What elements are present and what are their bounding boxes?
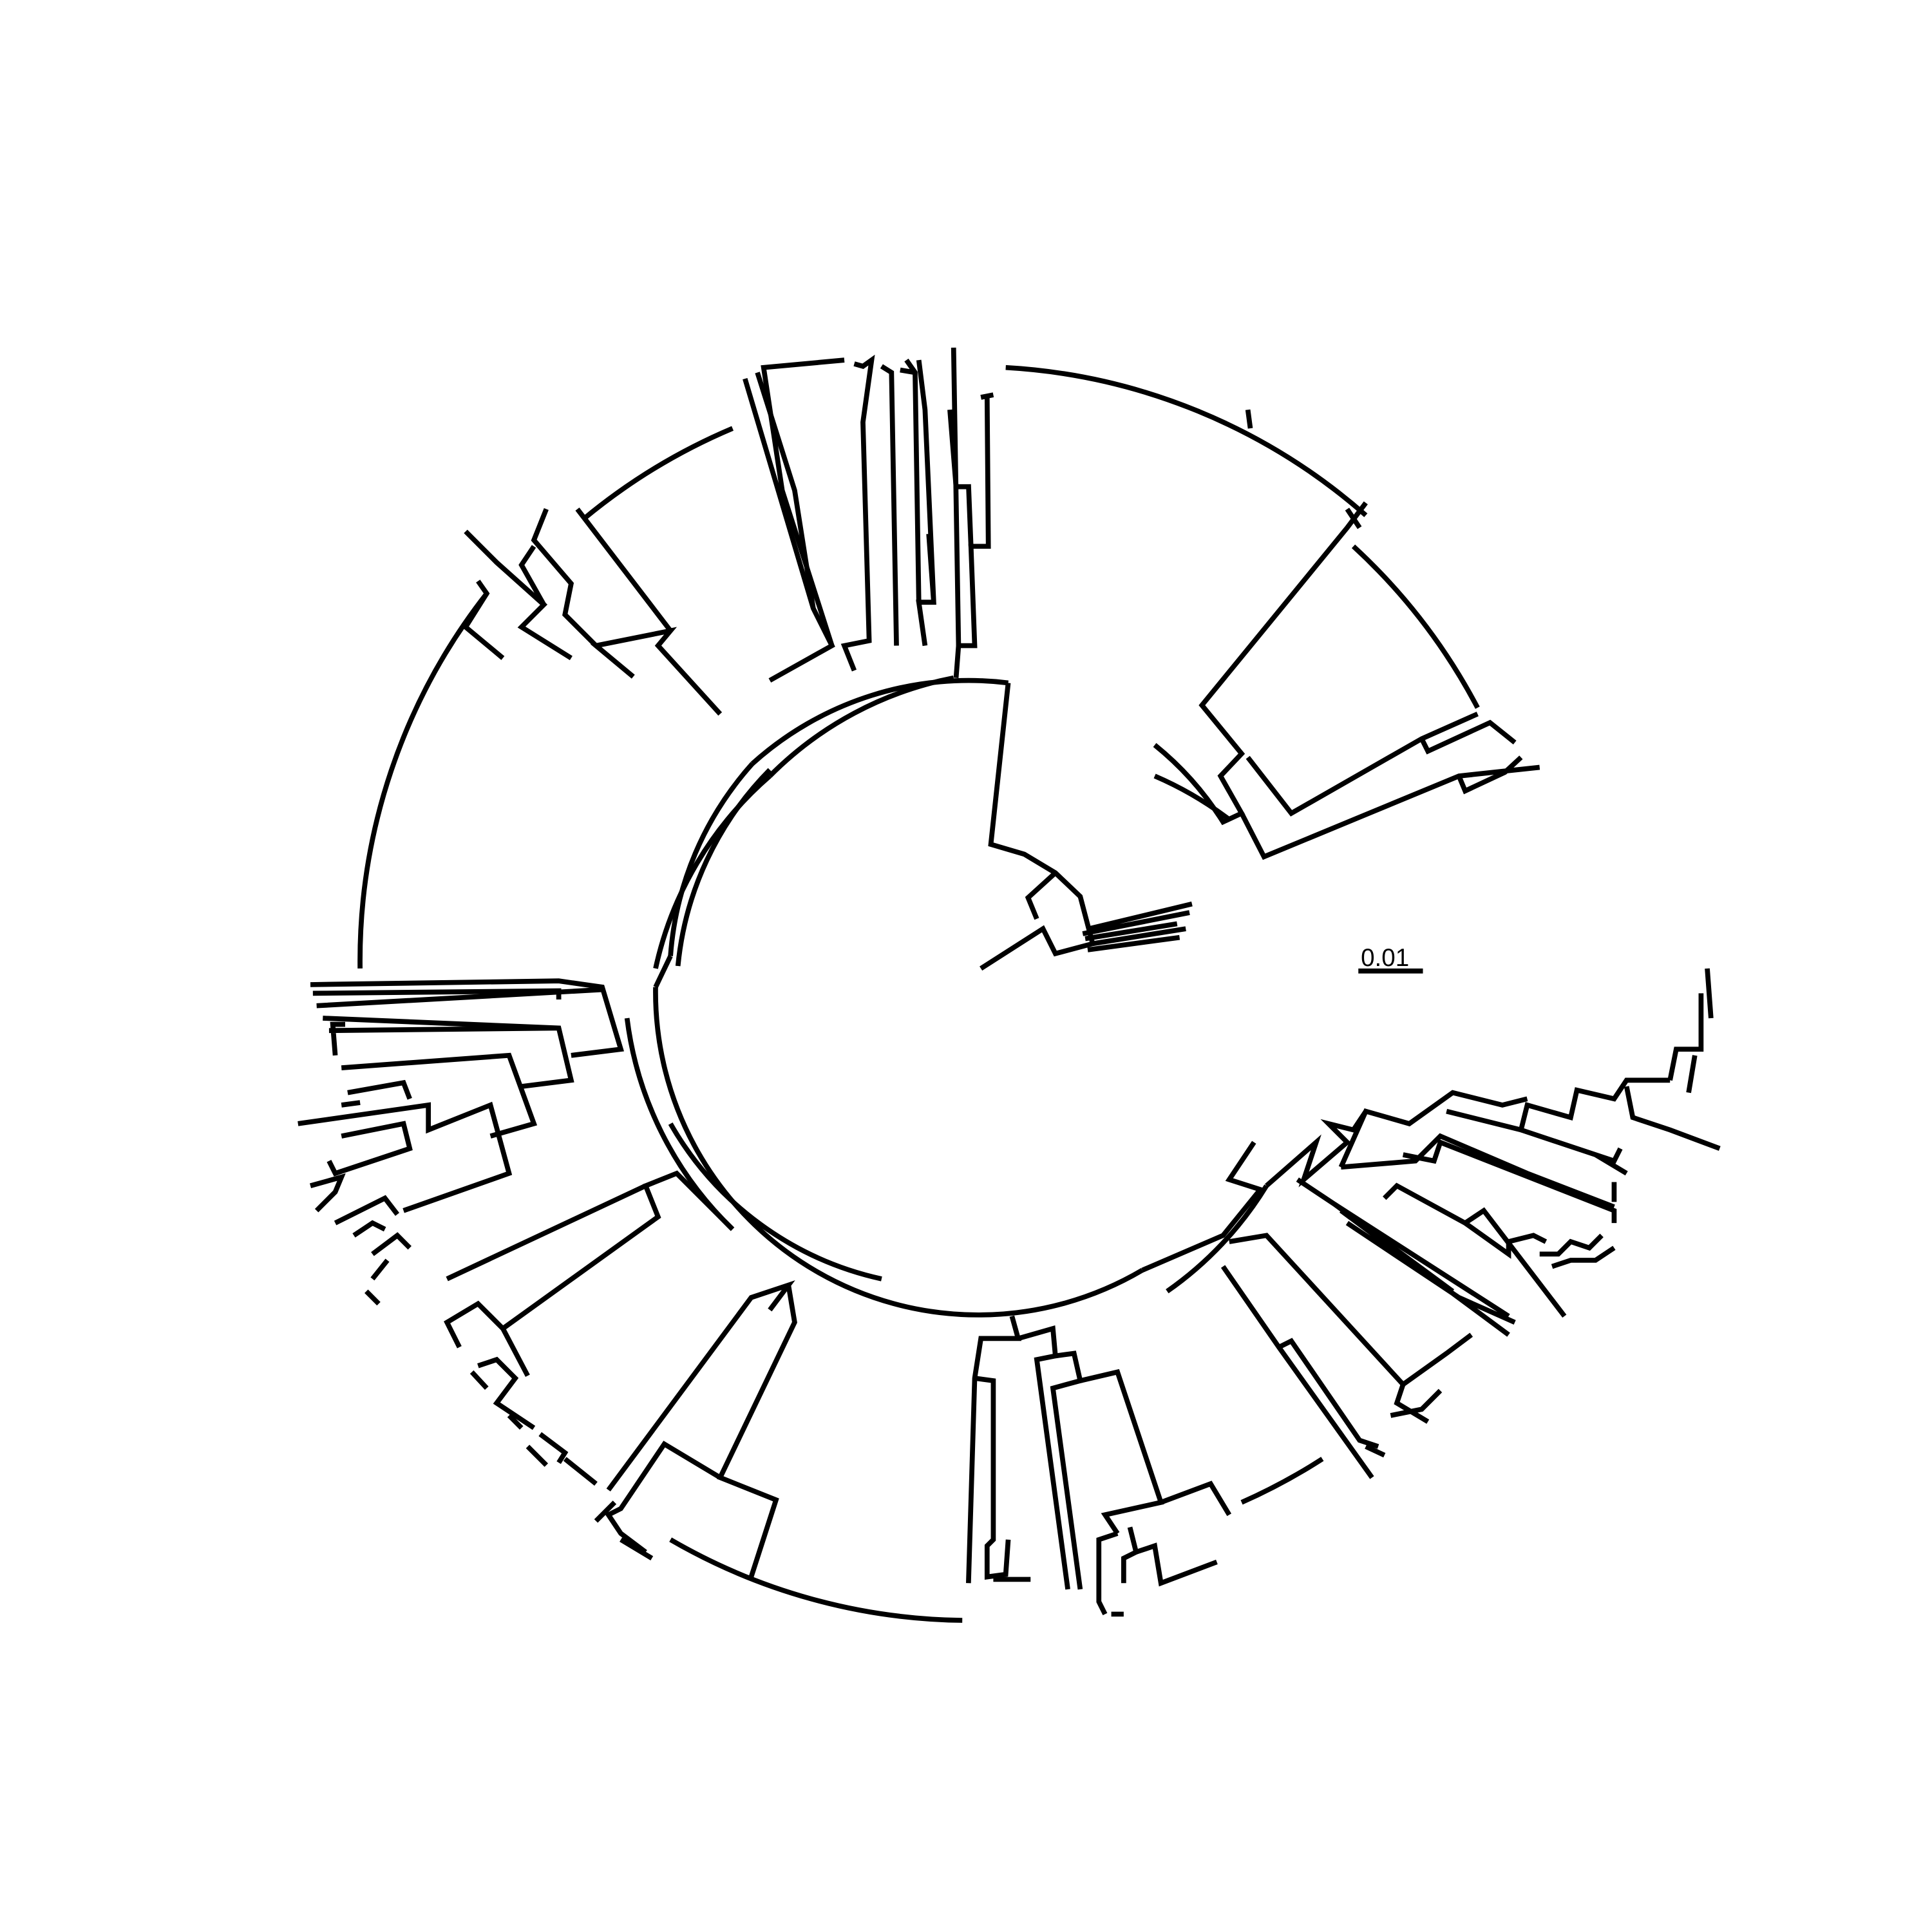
clade-lower-right (1141, 1141, 1473, 1479)
clade-right (1265, 968, 1721, 1337)
clade-bottom-left (594, 1280, 963, 1623)
scale-bar-label: 0.01 (1361, 944, 1409, 972)
inner-ring (653, 677, 1144, 1318)
clade-lower-left (444, 1170, 735, 1486)
scale-bar-group: 0.01 (1358, 944, 1423, 974)
clade-upper-left (357, 357, 845, 969)
clade-top-right (1005, 365, 1540, 860)
clade-top (840, 347, 994, 678)
clade-bottom (966, 1315, 1324, 1617)
second-ring (624, 675, 1269, 1294)
tree-root-backbone (980, 682, 1193, 971)
clade-left (298, 978, 625, 1306)
